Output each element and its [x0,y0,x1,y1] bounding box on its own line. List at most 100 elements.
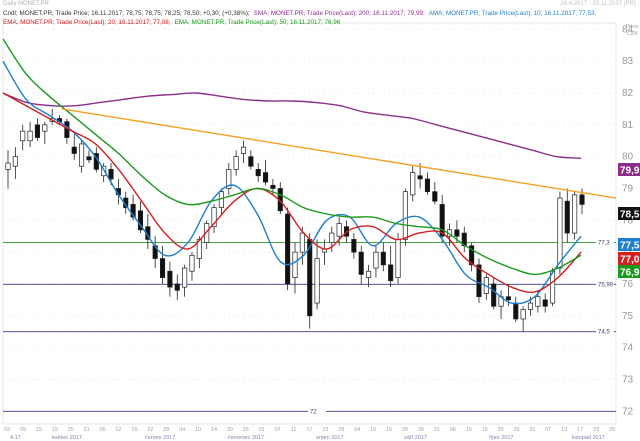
candle-body [255,169,261,177]
x-day-label: 07 [545,427,551,433]
y-tick-label: 73 [622,374,634,385]
candle-body [233,156,239,170]
x-day-label: 23 [593,427,599,433]
candle-body [211,207,217,228]
candle-body [79,143,85,167]
y-tick-label: 80 [622,152,634,163]
x-day-label: 06 [450,427,456,433]
x-month-label: září 2017 [404,435,427,441]
candle-body [579,194,585,205]
series-line [2,92,582,293]
candle-body [12,156,18,167]
last-value-tag [618,265,640,278]
x-day-label: 20 [227,427,233,433]
level-label-bg [596,327,614,336]
price-axis-label: Price [625,24,638,30]
x-day-label: 13 [561,427,567,433]
legend-item[interactable]: SMA; MONET.PR; Trade Price(Last); 200; 1… [253,10,425,17]
legend-row: Cndl; MONET.PR; Trade Price; 16.11.2017;… [3,10,600,18]
legend-item[interactable]: EMA; MONET.PR; Trade Price(Last); 50; 16… [174,19,341,26]
candle-body [550,270,556,304]
candle-body [263,172,269,183]
candle-body [505,296,511,301]
legend-item[interactable]: AMA; MONET.PR; Trade Price(Last); 10; 16… [428,10,597,17]
candlesticks [5,108,585,332]
candle-body [424,178,431,193]
level-label: 74,5 [598,330,610,336]
candle-body [388,264,394,282]
candle-body [402,191,408,240]
level-label: 72 [310,409,317,415]
x-day-label: 15 [36,427,42,433]
x-day-label: 16 [482,427,488,433]
x-day-label: 28 [163,427,169,433]
candle-body [572,194,578,234]
candle-body [248,156,254,167]
x-day-label: 17 [577,427,583,433]
x-day-label: 03 [4,427,10,433]
x-month-label: srpen 2017 [316,435,344,441]
candle-body [314,258,320,304]
level-label-bg [308,406,326,415]
candle-body [373,251,379,269]
x-day-label: 06 [99,427,105,433]
candle-body [292,251,298,278]
candle-body [285,213,291,285]
y-tick-label: 81 [622,120,634,131]
candle-body [557,197,563,269]
x-month-label: červen 2017 [145,435,175,441]
y-tick-label: 82 [622,88,634,99]
x-day-label: 22 [147,427,153,433]
candle-body [182,267,188,288]
candle-body [34,124,40,138]
x-day-label: 26 [418,427,424,433]
legend-item[interactable]: Cndl; MONET.PR; Trade Price; 16.11.2017;… [3,10,250,17]
candle-body [299,232,305,253]
x-day-label: 17 [306,427,312,433]
series-line [2,60,582,305]
candle-body [491,283,497,307]
candle-body [564,200,570,234]
last-value-label: 77,5 [620,241,640,252]
x-day-label: 19 [52,427,58,433]
legend-item[interactable]: EMA; MONET.PR; Trade Price(Last); 20; 16… [3,19,171,26]
series-line [2,92,582,159]
candle-body [167,270,173,288]
grid [2,22,617,425]
x-day-label: 01 [259,427,265,433]
candle-body [380,251,386,266]
x-day-label: 07 [275,427,281,433]
last-value-tags: 79,9 78,5 77,5 77,0 76,9 [618,163,640,279]
currency-label: CZK [627,31,638,37]
level-label: 77,3 [598,241,610,247]
candle-body [454,229,460,237]
candle-body [27,130,33,142]
candle-body [542,299,548,307]
candle-body [71,146,77,154]
candle-body [159,258,166,278]
last-value-tag [618,238,640,251]
x-day-label: 04 [179,427,185,433]
last-value-tag [618,252,640,265]
candle-body [174,283,180,291]
x-month-label: květen 2017 [52,435,82,441]
candle-body [329,232,335,243]
y-tick-label: 74 [622,343,634,354]
candle-body [469,245,475,266]
x-month-label: červenec 2017 [228,435,264,441]
x-day-label: 31 [529,427,535,433]
x-day-label: 20 [497,427,503,433]
candle-body [101,165,107,177]
candle-body [351,239,357,253]
y-tick-label: 75 [622,311,634,322]
candle-body [5,162,11,170]
x-day-label: 31 [84,427,90,433]
candle-body [226,169,232,189]
axes: 7273747576777879808182838403091519253106… [4,24,634,441]
x-day-label: 26 [243,427,249,433]
candle-body [366,270,372,278]
indicator-series [2,38,582,305]
x-day-label: 29 [609,427,615,433]
date-range: 26.4.2017 - 30.11.2017 (PR) [560,1,636,7]
